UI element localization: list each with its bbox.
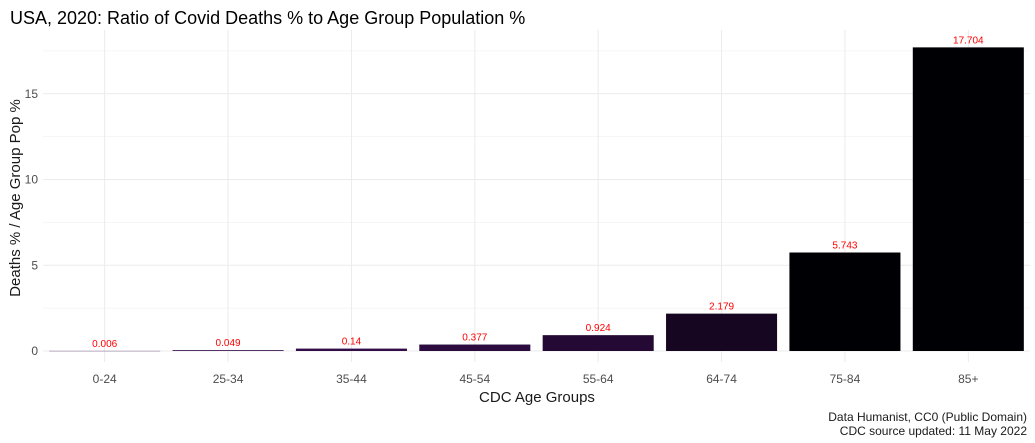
bar-64-74 [666, 313, 778, 351]
bars [49, 47, 1024, 352]
x-tick-label: 75-84 [830, 372, 861, 386]
y-tick-label: 5 [31, 258, 38, 272]
data-label: 17.704 [953, 35, 984, 46]
data-label: 0.049 [216, 338, 241, 349]
x-axis-ticks: 0-24 25-34 35-44 45-54 55-64 64-74 75-84 85+ [93, 372, 979, 386]
data-labels: 0.006 0.049 0.14 0.377 0.924 2.179 5.743 17.704 [92, 35, 984, 350]
data-label: 0.924 [586, 323, 611, 334]
chart-title: USA, 2020: Ratio of Covid Deaths % to Ag… [10, 8, 525, 28]
bar-45-54 [419, 344, 531, 351]
data-label: 0.006 [92, 339, 117, 350]
x-tick-label: 55-64 [583, 372, 614, 386]
x-axis-label: CDC Age Groups [479, 389, 595, 406]
data-label: 0.14 [342, 337, 362, 348]
data-label: 5.743 [832, 241, 857, 252]
bar-55-64 [542, 335, 654, 351]
caption-line-1: Data Humanist, CC0 (Public Domain) [828, 410, 1027, 424]
x-tick-label: 45-54 [459, 372, 490, 386]
bar-35-44 [295, 348, 407, 351]
y-tick-label: 15 [25, 87, 39, 101]
x-tick-label: 35-44 [336, 372, 367, 386]
data-label: 0.377 [462, 333, 487, 344]
gridlines [43, 30, 1030, 362]
y-tick-label: 0 [31, 344, 38, 358]
y-axis-ticks: 0 5 10 15 [25, 87, 39, 358]
bar-75-84 [789, 252, 901, 351]
x-tick-label: 85+ [958, 372, 978, 386]
bar-25-34 [172, 350, 284, 351]
caption-line-2: CDC source updated: 11 May 2022 [840, 424, 1028, 438]
x-tick-label: 25-34 [213, 372, 244, 386]
x-tick-label: 0-24 [93, 372, 117, 386]
y-axis-label: Deaths % / Age Group Pop % [7, 99, 24, 297]
y-tick-label: 10 [25, 173, 39, 187]
x-tick-label: 64-74 [706, 372, 737, 386]
bar-85+ [912, 47, 1024, 351]
data-label: 2.179 [709, 302, 734, 313]
